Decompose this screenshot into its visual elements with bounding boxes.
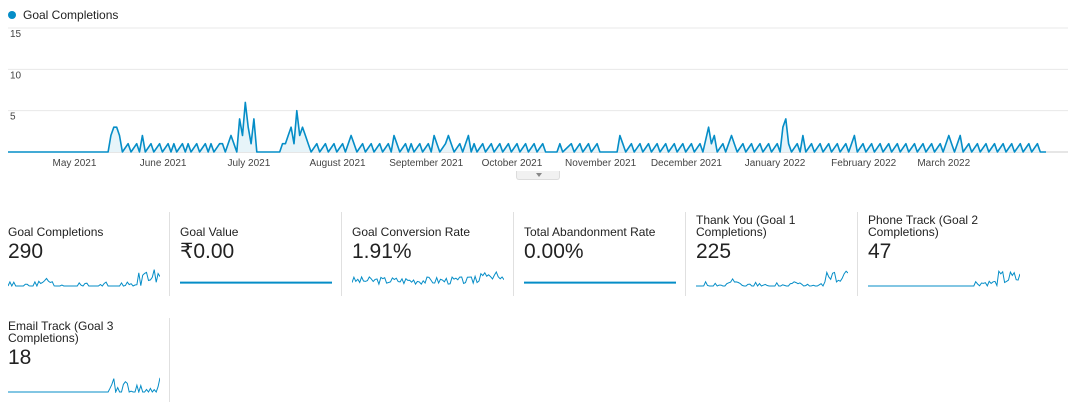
metric-card[interactable]: Total Abandonment Rate 0.00%	[524, 212, 686, 296]
metric-label-wrap: Goal Completions	[8, 212, 161, 238]
legend-label: Goal Completions	[23, 8, 119, 22]
chevron-down-icon	[536, 173, 542, 177]
series-area	[8, 102, 1046, 152]
metric-label-wrap: Thank You (Goal 1 Completions)	[696, 212, 849, 238]
x-tick-label: July 2021	[227, 158, 270, 169]
metric-label-wrap: Phone Track (Goal 2 Completions)	[868, 212, 1022, 238]
metric-label-wrap: Email Track (Goal 3 Completions)	[8, 318, 161, 344]
metric-sparkline	[180, 281, 332, 284]
x-tick-label: September 2021	[389, 158, 463, 169]
metric-label-wrap: Goal Conversion Rate	[352, 212, 505, 238]
sparkline-path	[8, 269, 160, 287]
metric-label: Goal Completions	[8, 225, 104, 239]
metric-label: Total Abandonment Rate	[524, 225, 656, 239]
metric-sparkline	[524, 281, 676, 284]
y-tick-label: 5	[10, 112, 16, 123]
metric-value: 225	[696, 240, 732, 263]
x-tick-label: March 2022	[917, 158, 970, 169]
metric-card[interactable]: Phone Track (Goal 2 Completions) 47	[868, 212, 1030, 296]
x-tick-label: August 2021	[309, 158, 366, 169]
metric-sparkline	[352, 270, 504, 286]
x-tick-label: December 2021	[651, 158, 723, 169]
x-tick-label: February 2022	[831, 158, 896, 169]
sparkline-path	[8, 377, 160, 393]
y-tick-label: 15	[10, 29, 22, 40]
metric-sparkline	[8, 269, 160, 287]
x-tick-label: May 2021	[53, 158, 97, 169]
metric-label: Goal Value	[180, 225, 239, 239]
metric-value: 0.00%	[524, 240, 584, 263]
x-tick-label: June 2021	[140, 158, 187, 169]
x-tick-label: November 2021	[565, 158, 637, 169]
metric-value: 47	[868, 240, 892, 263]
metric-card[interactable]: Email Track (Goal 3 Completions) 18	[8, 318, 170, 402]
y-tick-label: 10	[10, 70, 22, 81]
metric-label: Thank You (Goal 1 Completions)	[696, 213, 796, 239]
metric-label: Phone Track (Goal 2 Completions)	[868, 213, 979, 239]
x-tick-label: January 2022	[745, 158, 806, 169]
sparkline-path	[352, 270, 504, 286]
metric-card[interactable]: Goal Value ₹0.00	[180, 212, 342, 296]
sparkline-path	[696, 270, 848, 287]
metric-sparkline	[8, 377, 160, 393]
metric-value: 18	[8, 346, 32, 369]
sparkline-path	[868, 269, 1020, 287]
metric-sparkline	[868, 269, 1020, 287]
chart-expand-handle[interactable]	[516, 171, 560, 180]
metric-value: 1.91%	[352, 240, 412, 263]
series-line	[8, 101, 1046, 153]
metric-card[interactable]: Goal Completions 290	[8, 212, 170, 296]
chart-plot: 5 10 15 May 2021 June 2021 July 2021 August 20…	[8, 27, 1068, 169]
metric-label-wrap: Goal Value	[180, 212, 333, 238]
metric-sparkline	[696, 270, 848, 287]
series-dot-icon	[8, 11, 16, 19]
metric-card[interactable]: Goal Conversion Rate 1.91%	[352, 212, 514, 296]
metric-value: ₹0.00	[180, 240, 235, 263]
goal-completions-chart: Goal Completions 5 10 15 May 2021 June 2021 J…	[0, 0, 1084, 182]
x-tick-label: October 2021	[482, 158, 543, 169]
legend: Goal Completions	[8, 8, 118, 22]
metric-label-wrap: Total Abandonment Rate	[524, 212, 677, 238]
metric-label: Goal Conversion Rate	[352, 225, 471, 239]
metric-card[interactable]: Thank You (Goal 1 Completions) 225	[696, 212, 858, 296]
metric-label: Email Track (Goal 3 Completions)	[8, 319, 114, 345]
metric-value: 290	[8, 240, 44, 263]
